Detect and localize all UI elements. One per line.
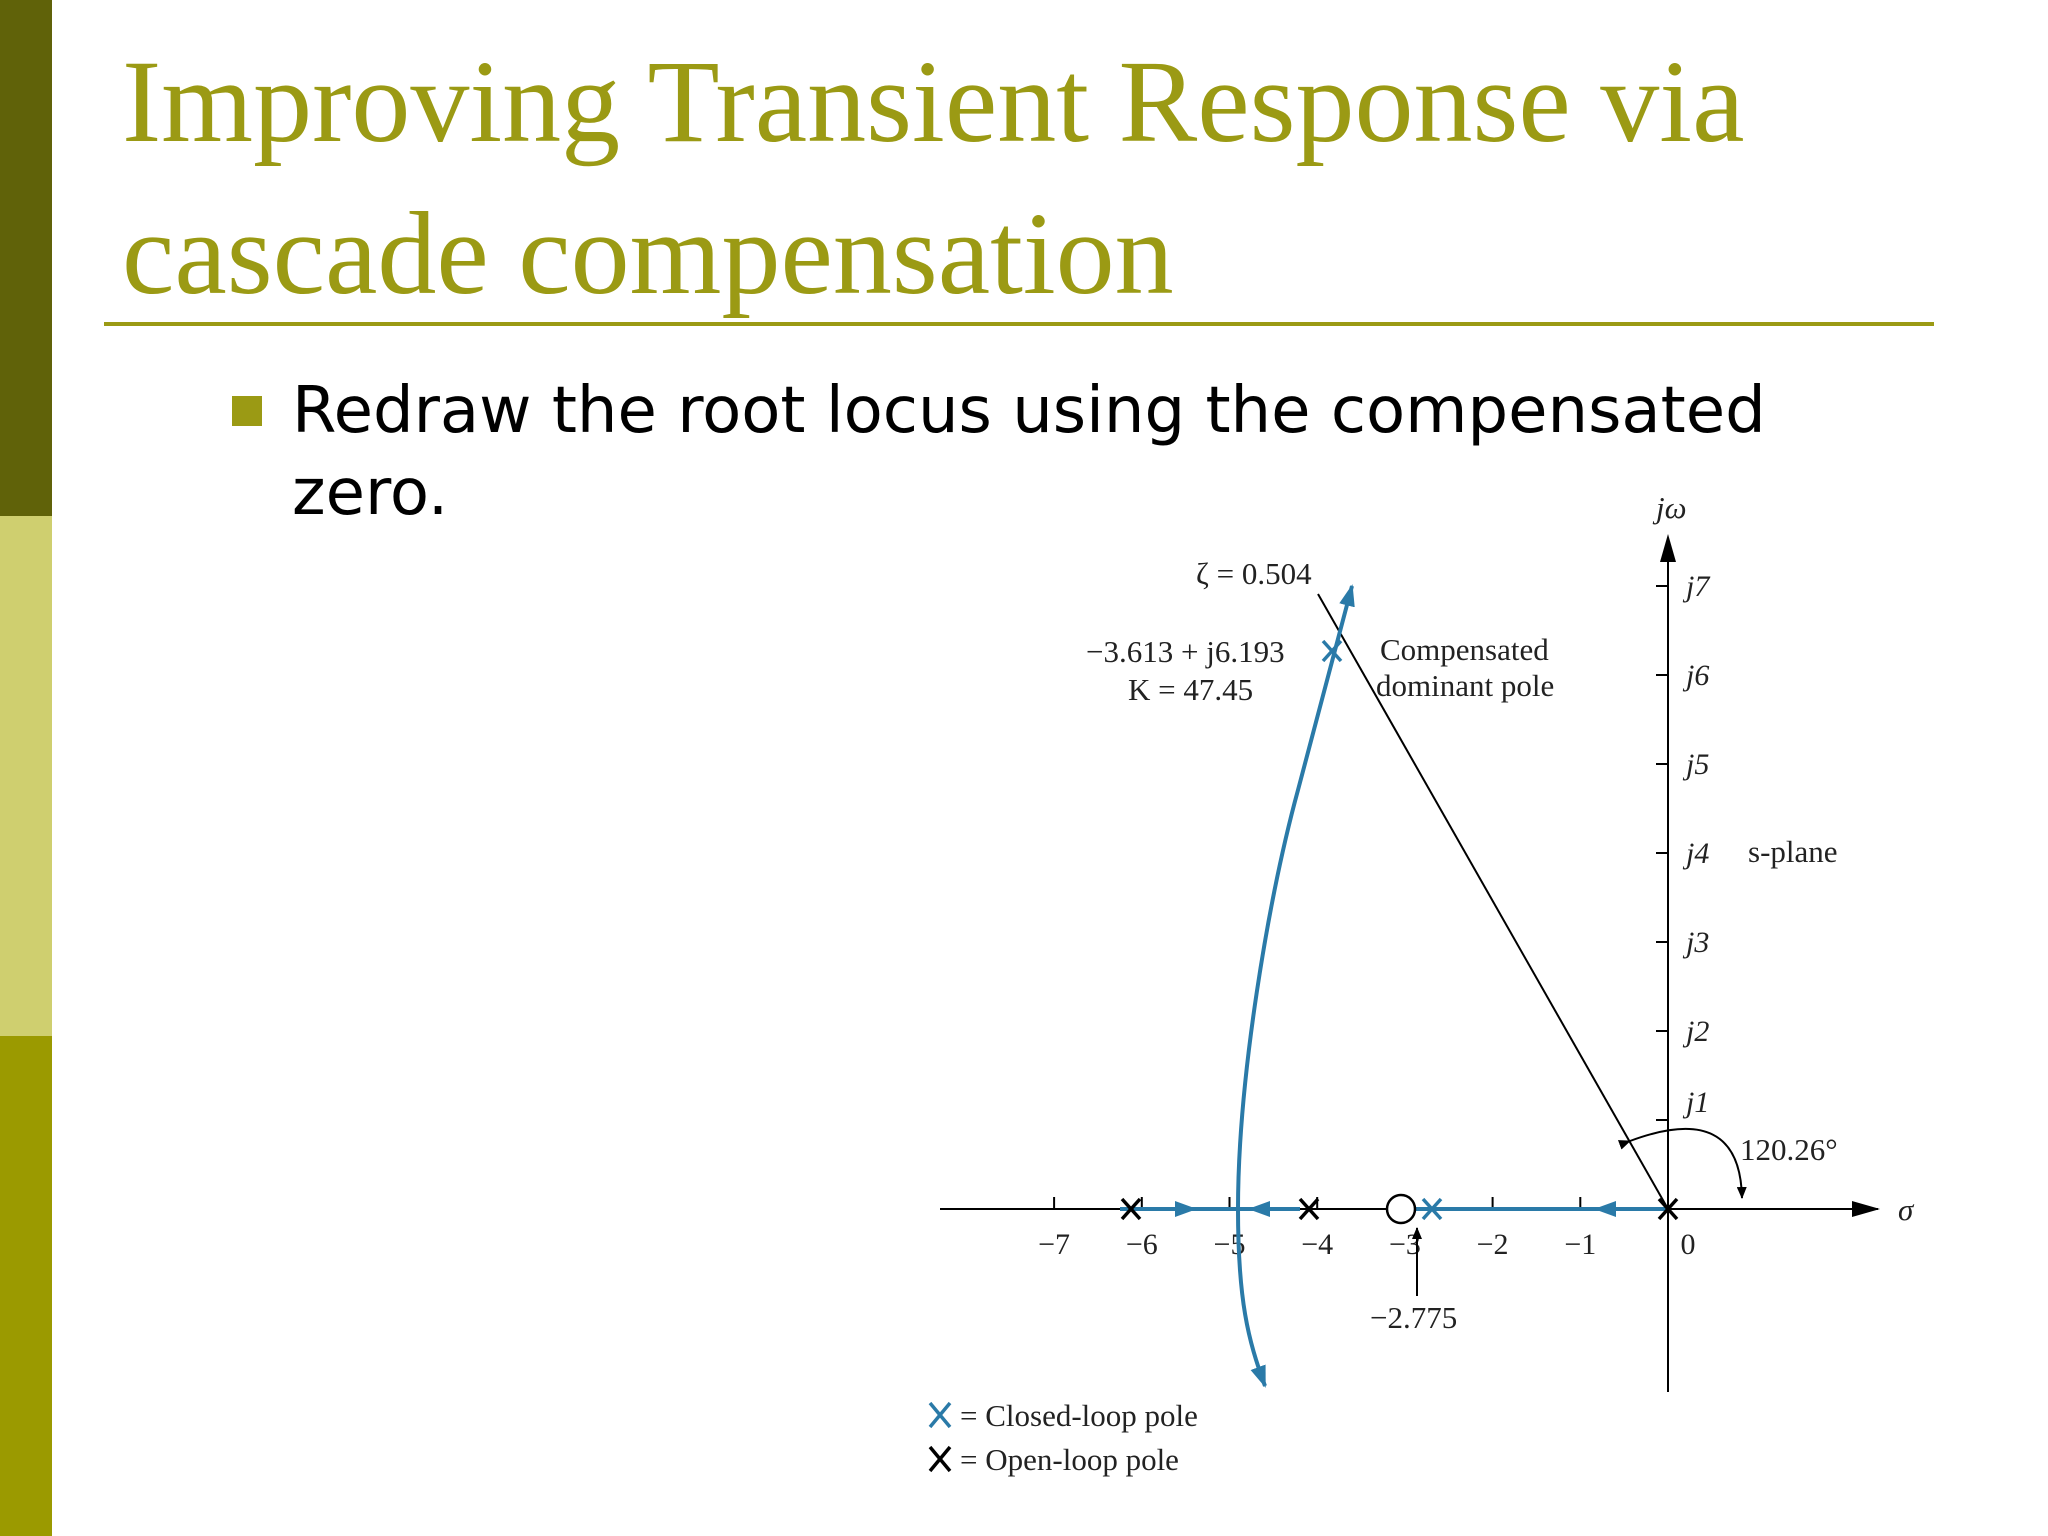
x-tick-label: −1: [1564, 1228, 1596, 1261]
x-tick-label: −4: [1301, 1228, 1333, 1261]
bullet-square-icon: [232, 396, 262, 426]
dominant-label-line1: Compensated: [1380, 632, 1549, 667]
s-plane-label: s-plane: [1748, 834, 1838, 869]
zeta-line: [1317, 593, 1669, 1210]
x-tick-label: −2: [1477, 1228, 1509, 1261]
slide-title-line1: Improving Transient Response via: [122, 36, 1745, 167]
slide-title-line2: cascade compensation: [122, 188, 1174, 319]
compensator-zero-icon: [1385, 1193, 1417, 1225]
sigma-axis-arrow-icon: [1852, 1201, 1880, 1217]
third-pole-label: −2.775: [1370, 1300, 1457, 1335]
y-ticks: j1 j2 j3 j4 j5 j6 j7: [1656, 570, 1711, 1121]
x-tick-label: −6: [1126, 1228, 1158, 1261]
legend: = Closed-loop pole = Open-loop pole: [928, 1398, 1198, 1477]
angle-arc: [1617, 1127, 1747, 1199]
y-tick-label: j6: [1682, 659, 1709, 692]
legend-closed-loop-icon: [928, 1401, 952, 1429]
legend-closed-loop-label: = Closed-loop pole: [960, 1398, 1198, 1433]
legend-open-loop-icon: [928, 1445, 952, 1473]
closed-loop-pole-dominant-icon: [1321, 639, 1343, 663]
y-tick-label: j2: [1682, 1015, 1709, 1048]
gain-label: K = 47.45: [1128, 672, 1253, 707]
bullet-text: Redraw the root locus using the compensa…: [292, 374, 1766, 530]
open-loop-pole-minus4-icon: [1298, 1197, 1320, 1221]
jw-label: jω: [1652, 490, 1687, 525]
locus-complex-branch-lower: [1236, 1208, 1267, 1388]
sidebar-decoration: [0, 0, 52, 1536]
legend-open-loop-label: = Open-loop pole: [960, 1442, 1179, 1477]
y-tick-label: j5: [1682, 748, 1709, 781]
sigma-label: σ: [1898, 1192, 1915, 1227]
closed-loop-pole-real-icon: [1421, 1197, 1443, 1221]
open-loop-pole-0-icon: [1657, 1197, 1679, 1221]
x-tick-label: −7: [1038, 1228, 1070, 1261]
y-tick-label: j4: [1682, 837, 1709, 870]
slide-title: Improving Transient Response via cascade…: [122, 26, 1922, 330]
locus-complex-branch: [1236, 584, 1355, 1210]
open-loop-pole-minus6-icon: [1120, 1197, 1142, 1221]
angle-label: 120.26°: [1740, 1132, 1838, 1167]
y-tick-label: j7: [1682, 570, 1711, 603]
y-tick-label: j3: [1682, 926, 1709, 959]
sidebar-dark-band: [0, 0, 52, 516]
title-underline: [104, 322, 1934, 326]
pole-point-label: −3.613 + j6.193: [1086, 634, 1285, 669]
jw-axis-arrow-icon: [1660, 534, 1676, 562]
dominant-label-line2: dominant pole: [1376, 668, 1554, 703]
y-tick-label: j1: [1682, 1086, 1709, 1119]
sidebar-mid-band: [0, 1036, 52, 1536]
sidebar-light-band: [0, 516, 52, 1036]
x-tick-label: 0: [1681, 1228, 1696, 1261]
x-ticks: −7 −6 −5 −4 −3 −2 −1 0: [1038, 1197, 1696, 1261]
zeta-label: ζ = 0.504: [1196, 556, 1312, 591]
